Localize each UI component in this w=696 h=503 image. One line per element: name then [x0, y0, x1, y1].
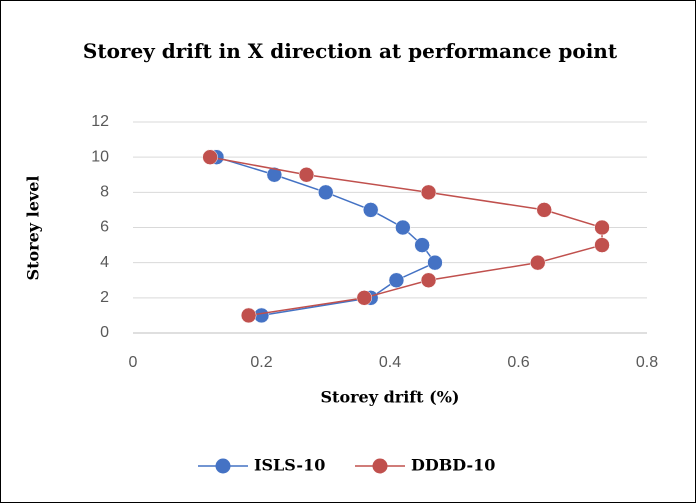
legend-label: DDBD-10 [411, 456, 495, 475]
y-tick-label: 10 [91, 148, 109, 165]
series-line [209, 156, 603, 317]
data-point [240, 307, 257, 324]
legend-marker [372, 458, 388, 474]
data-point [388, 272, 405, 288]
data-point [356, 290, 373, 306]
data-point [298, 167, 315, 183]
data-point [414, 237, 430, 253]
x-tick-label: 0.8 [636, 354, 658, 371]
data-point [362, 202, 379, 218]
y-tick-label: 6 [100, 219, 109, 236]
chart-title: Storey drift in X direction at performan… [82, 39, 618, 63]
x-tick-label: 0.4 [379, 354, 401, 371]
data-point [594, 219, 610, 236]
x-axis-label: Storey drift (%) [321, 388, 460, 407]
data-point [536, 202, 552, 218]
data-point [427, 254, 443, 271]
y-tick-label: 0 [100, 324, 109, 341]
y-tick-label: 12 [91, 113, 109, 130]
legend-label: ISLS-10 [254, 456, 325, 475]
x-tick-label: 0.2 [250, 354, 272, 371]
data-point [420, 272, 437, 288]
data-point [266, 167, 283, 183]
data-point [202, 149, 218, 165]
series-line [216, 156, 437, 317]
x-tick-label: 0 [129, 354, 138, 371]
legend-marker [215, 458, 231, 474]
data-point [594, 237, 610, 253]
data-point [420, 184, 437, 201]
data-point [530, 254, 546, 271]
y-tick-label: 4 [100, 254, 109, 271]
y-tick-label: 2 [100, 289, 109, 306]
y-axis-label: Storey level [24, 176, 43, 281]
data-point [395, 219, 411, 236]
data-point [318, 184, 334, 201]
y-tick-label: 8 [100, 184, 109, 201]
x-tick-label: 0.6 [507, 354, 529, 371]
